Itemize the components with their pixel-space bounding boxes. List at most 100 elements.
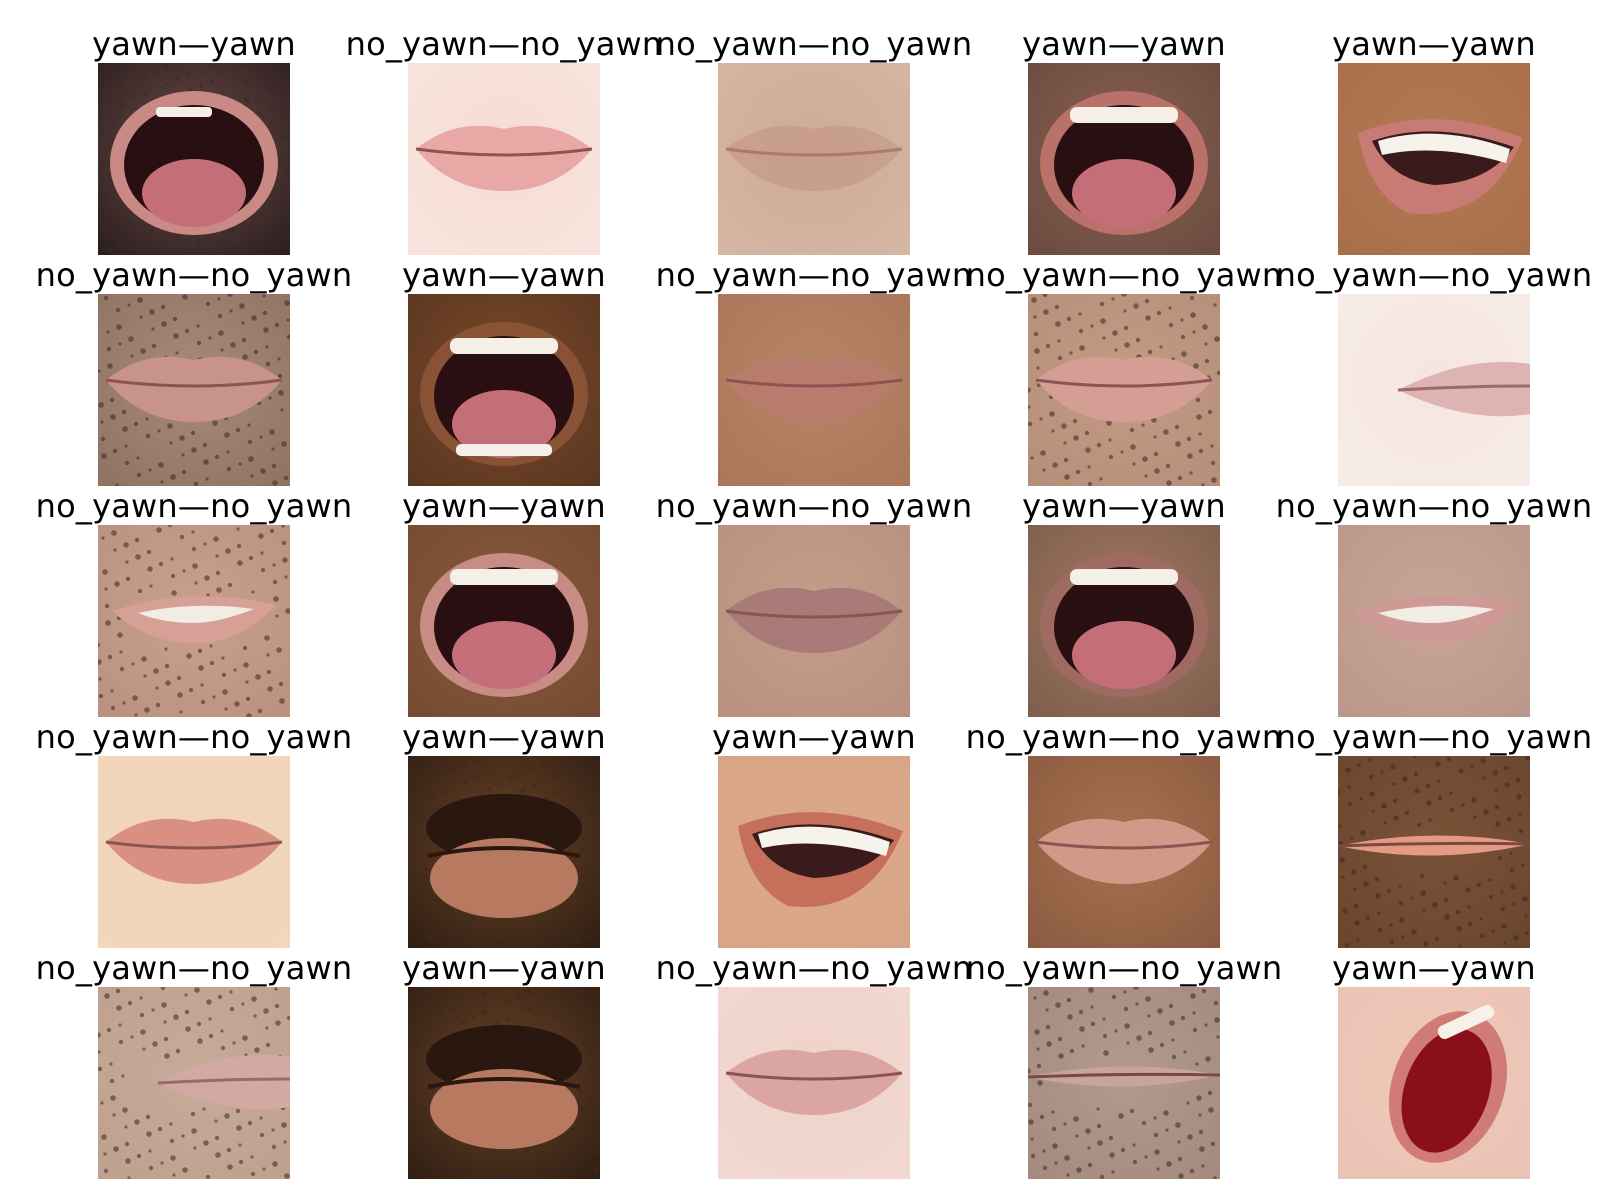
cell-label: yawn—yawn xyxy=(402,949,606,987)
grid-cell: no_yawn—no_yawn xyxy=(966,717,1282,948)
grid-cell: no_yawn—no_yawn xyxy=(1276,486,1592,717)
mouth xyxy=(1040,553,1208,697)
cell-label: yawn—yawn xyxy=(1022,487,1226,525)
mouth-image xyxy=(1338,294,1530,486)
mouth-image xyxy=(1338,987,1530,1179)
mouth xyxy=(1358,119,1523,215)
grid-cell: yawn—yawn xyxy=(402,717,606,948)
grid-cell: yawn—yawn xyxy=(92,24,296,255)
grid-cell: no_yawn—no_yawn xyxy=(656,948,972,1179)
beard-texture xyxy=(1338,756,1530,948)
grid-cell: yawn—yawn xyxy=(1022,24,1226,255)
cell-label: no_yawn—no_yawn xyxy=(1275,487,1593,525)
mouth-image xyxy=(1028,987,1220,1179)
mouth xyxy=(105,818,283,884)
cell-label: no_yawn—no_yawn xyxy=(35,949,353,987)
grid-cell: no_yawn—no_yawn xyxy=(36,486,352,717)
mouth xyxy=(1028,1066,1220,1087)
beard-texture xyxy=(98,525,290,717)
mouth xyxy=(1352,596,1516,644)
mouth-image xyxy=(718,756,910,948)
mouth xyxy=(725,356,903,422)
mouth xyxy=(725,587,903,653)
mouth xyxy=(725,125,903,191)
mouth-image xyxy=(408,294,600,486)
mouth-image xyxy=(98,525,290,717)
mouth xyxy=(738,812,903,908)
cell-label: no_yawn—no_yawn xyxy=(655,256,973,294)
grid-cell: no_yawn—no_yawn xyxy=(1276,255,1592,486)
mouth xyxy=(426,794,582,918)
mouth xyxy=(1035,356,1213,422)
beard-texture xyxy=(1028,987,1220,1179)
cell-label: no_yawn—no_yawn xyxy=(1275,718,1593,756)
cell-label: yawn—yawn xyxy=(92,25,296,63)
grid-cell: no_yawn—no_yawn xyxy=(966,948,1282,1179)
cell-label: no_yawn—no_yawn xyxy=(35,718,353,756)
cell-label: no_yawn—no_yawn xyxy=(965,949,1283,987)
cell-label: yawn—yawn xyxy=(712,718,916,756)
mouth-image xyxy=(408,63,600,255)
grid-cell: yawn—yawn xyxy=(1022,486,1226,717)
grid-cell: no_yawn—no_yawn xyxy=(656,486,972,717)
grid-cell: yawn—yawn xyxy=(402,255,606,486)
mouth xyxy=(105,356,283,422)
grid-cell: yawn—yawn xyxy=(402,948,606,1179)
grid-cell: no_yawn—no_yawn xyxy=(36,948,352,1179)
mouth xyxy=(725,1049,903,1115)
mouth-image xyxy=(98,756,290,948)
mouth xyxy=(415,125,593,191)
mouth-image xyxy=(408,525,600,717)
cell-label: no_yawn—no_yawn xyxy=(1275,256,1593,294)
mouth-image xyxy=(1028,756,1220,948)
cell-label: yawn—yawn xyxy=(402,487,606,525)
mouth-image xyxy=(408,756,600,948)
mouth-image xyxy=(408,987,600,1179)
mouth xyxy=(420,322,588,466)
cell-label: yawn—yawn xyxy=(1022,25,1226,63)
grid-cell: no_yawn—no_yawn xyxy=(1276,717,1592,948)
cell-label: no_yawn—no_yawn xyxy=(655,25,973,63)
mouth-image xyxy=(1338,525,1530,717)
grid-cell: no_yawn—no_yawn xyxy=(346,24,662,255)
cell-label: no_yawn—no_yawn xyxy=(655,949,973,987)
mouth-image xyxy=(718,294,910,486)
grid-cell: no_yawn—no_yawn xyxy=(966,255,1282,486)
grid-cell: yawn—yawn xyxy=(1332,948,1536,1179)
mouth-image xyxy=(1028,525,1220,717)
grid-cell: no_yawn—no_yawn xyxy=(36,255,352,486)
mouth-image xyxy=(1028,63,1220,255)
mouth xyxy=(1389,1004,1507,1163)
mouth-image xyxy=(1338,756,1530,948)
cell-label: yawn—yawn xyxy=(1332,949,1536,987)
mouth xyxy=(110,91,278,235)
grid-cell: yawn—yawn xyxy=(1332,24,1536,255)
mouth-image xyxy=(98,987,290,1179)
mouth-image xyxy=(98,63,290,255)
grid-cell: yawn—yawn xyxy=(712,717,916,948)
mouth xyxy=(1338,835,1530,856)
mouth xyxy=(426,1025,582,1149)
mouth xyxy=(420,553,588,697)
grid-cell: no_yawn—no_yawn xyxy=(656,24,972,255)
mouth-image xyxy=(98,294,290,486)
cell-label: no_yawn—no_yawn xyxy=(965,256,1283,294)
cell-label: no_yawn—no_yawn xyxy=(965,718,1283,756)
cell-label: no_yawn—no_yawn xyxy=(345,25,663,63)
cell-label: yawn—yawn xyxy=(1332,25,1536,63)
beard-texture xyxy=(1028,294,1220,486)
cell-label: no_yawn—no_yawn xyxy=(35,487,353,525)
cell-label: yawn—yawn xyxy=(402,256,606,294)
mouth xyxy=(157,1054,290,1110)
cell-label: yawn—yawn xyxy=(402,718,606,756)
grid-cell: yawn—yawn xyxy=(402,486,606,717)
mouth-image xyxy=(718,525,910,717)
grid-cell: no_yawn—no_yawn xyxy=(656,255,972,486)
mouth-image xyxy=(1338,63,1530,255)
cell-label: no_yawn—no_yawn xyxy=(35,256,353,294)
mouth xyxy=(1035,818,1213,884)
mouth-image xyxy=(718,987,910,1179)
grid-cell: no_yawn—no_yawn xyxy=(36,717,352,948)
mouth-image xyxy=(1028,294,1220,486)
